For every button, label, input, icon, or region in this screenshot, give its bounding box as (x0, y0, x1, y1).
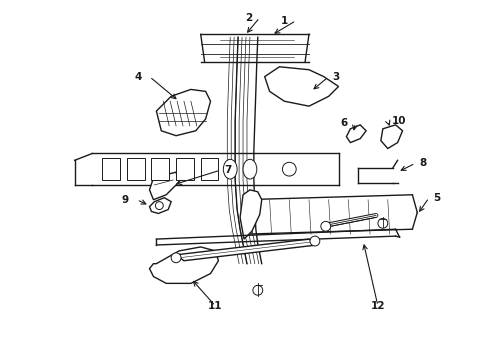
Bar (102, 158, 120, 180)
Ellipse shape (243, 159, 257, 179)
Text: 4: 4 (134, 72, 142, 82)
Circle shape (253, 285, 263, 295)
Text: 9: 9 (122, 195, 129, 205)
Text: 11: 11 (208, 301, 223, 311)
Polygon shape (346, 125, 366, 143)
Text: 2: 2 (245, 13, 252, 23)
Bar (176, 158, 194, 180)
Ellipse shape (223, 159, 237, 179)
Polygon shape (149, 247, 219, 283)
Text: 5: 5 (433, 193, 441, 203)
Text: 7: 7 (224, 165, 232, 175)
Bar (201, 158, 219, 180)
Polygon shape (240, 190, 262, 239)
Polygon shape (381, 125, 402, 148)
Polygon shape (265, 67, 339, 106)
Polygon shape (149, 172, 179, 200)
Polygon shape (176, 239, 317, 261)
Polygon shape (149, 198, 171, 213)
Circle shape (155, 202, 163, 210)
Circle shape (378, 219, 388, 228)
Circle shape (321, 221, 331, 231)
Text: 1: 1 (281, 15, 288, 26)
Polygon shape (156, 89, 211, 136)
Text: 8: 8 (419, 158, 426, 168)
Text: 10: 10 (392, 116, 406, 126)
Circle shape (171, 253, 181, 263)
Text: 6: 6 (340, 118, 347, 128)
Bar (127, 158, 145, 180)
Bar (151, 158, 169, 180)
Circle shape (310, 236, 320, 246)
Text: 12: 12 (370, 301, 385, 311)
Circle shape (282, 162, 296, 176)
Text: 3: 3 (333, 72, 340, 82)
